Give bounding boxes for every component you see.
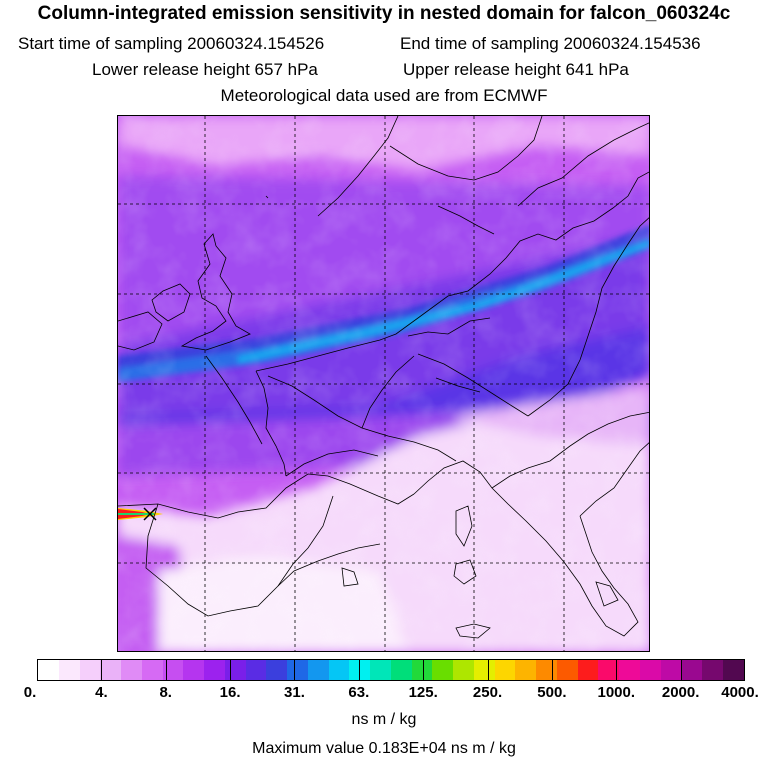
- colorbar-segment: [79, 660, 101, 680]
- colorbar-tick-label: 500.: [537, 684, 567, 701]
- colorbar-segment: [515, 660, 536, 680]
- lat-lon-gridlines: [118, 116, 649, 651]
- colorbar-segment: [660, 660, 682, 680]
- colorbar-segment: [619, 660, 640, 680]
- colorbar-divider: [101, 659, 103, 681]
- colorbar-tick-label: 16.: [219, 684, 241, 701]
- met-data-label: Meteorological data used are from ECMWF: [220, 86, 548, 105]
- colorbar-segment: [681, 660, 702, 680]
- colorbar-segment: [183, 660, 204, 680]
- sensitivity-field: [118, 116, 649, 651]
- colorbar-segment: [494, 660, 516, 680]
- start-time-label: Start time of sampling 20060324.154526: [18, 34, 325, 53]
- colorbar-divider: [616, 659, 618, 681]
- colorbar-segment: [577, 660, 599, 680]
- colorbar-segment: [121, 660, 142, 680]
- colorbar-segment: [536, 660, 557, 680]
- colorbar-segment: [58, 660, 80, 680]
- colorbar-segment: [38, 660, 59, 680]
- maximum-value-label: Maximum value 0.183E+04 ns m / kg: [252, 740, 516, 757]
- colorbar-segment: [100, 660, 121, 680]
- colorbar-units: ns m / kg: [351, 711, 417, 728]
- colorbar-segment: [287, 660, 308, 680]
- colorbar-segment: [162, 660, 184, 680]
- colorbar-tick-label: 31.: [284, 684, 305, 701]
- colorbar-segment: [390, 660, 412, 680]
- colorbar-segment: [556, 660, 578, 680]
- colorbar-tick-label: 4000.: [721, 684, 759, 701]
- colorbar-segment: [639, 660, 661, 680]
- colorbar-divider: [487, 659, 489, 681]
- colorbar-segment: [224, 660, 246, 680]
- upper-release-height-label: Upper release height 641 hPa: [403, 60, 629, 79]
- colorbar-tick-label: 63.: [348, 684, 370, 701]
- colorbar-segment: [411, 660, 433, 680]
- colorbar-segment: [266, 660, 287, 680]
- colorbar-tick-label: 4.: [95, 684, 108, 701]
- lower-release-height-label: Lower release height 657 hPa: [92, 60, 318, 79]
- colorbar-segment: [204, 660, 225, 680]
- colorbar-divider: [551, 659, 553, 681]
- colorbar-tick-label: 1000.: [597, 684, 636, 701]
- colorbar-tick-label: 8.: [159, 684, 172, 701]
- colorbar-tick-label: 250.: [472, 684, 503, 701]
- colorbar-divider: [680, 659, 682, 681]
- colorbar-segment: [473, 660, 495, 680]
- map-title: Column-integrated emission sensitivity i…: [37, 3, 731, 24]
- colorbar-divider: [358, 659, 360, 681]
- colorbar-segment: [598, 660, 619, 680]
- coastlines: [118, 116, 649, 639]
- colorbar-divider: [230, 659, 232, 681]
- colorbar-segment: [370, 660, 391, 680]
- colorbar-segment: [245, 660, 267, 680]
- colorbar-segment: [453, 660, 474, 680]
- sensitivity-map: [117, 115, 650, 652]
- colorbar-segment: [702, 660, 723, 680]
- colorbar-segment: [307, 660, 329, 680]
- end-time-label: End time of sampling 20060324.154536: [400, 34, 701, 53]
- map-canvas: [118, 116, 649, 651]
- release-point-marker: [118, 507, 163, 521]
- colorbar-tick-label: 125.: [408, 684, 438, 701]
- colorbar-segment: [432, 660, 453, 680]
- colorbar-tick-label: 0.: [23, 684, 37, 701]
- colorbar-divider: [165, 659, 167, 681]
- colorbar-segment: [722, 660, 744, 680]
- colorbar-divider: [423, 659, 425, 681]
- colorbar-segment: [141, 660, 163, 680]
- colorbar: [37, 659, 745, 681]
- colorbar-divider: [294, 659, 296, 681]
- colorbar-segment: [328, 660, 350, 680]
- colorbar-tick-label: 2000.: [661, 684, 700, 701]
